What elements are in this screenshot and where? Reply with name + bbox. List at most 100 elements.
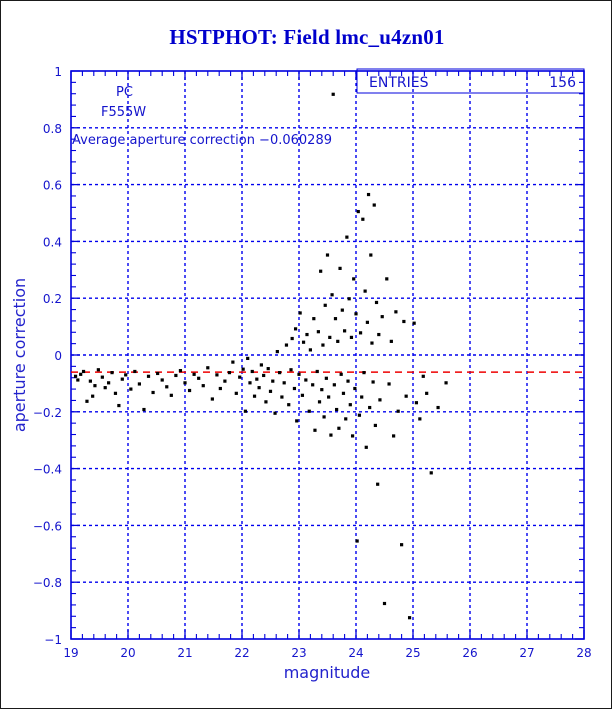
data-point <box>418 417 422 421</box>
data-point <box>338 266 342 270</box>
data-point <box>371 380 375 384</box>
data-point <box>347 297 351 301</box>
x-tick-label: 26 <box>462 646 477 660</box>
data-point <box>324 376 328 380</box>
x-tick-label: 25 <box>405 646 420 660</box>
data-point <box>340 308 344 312</box>
data-point <box>352 277 356 281</box>
data-point <box>197 376 201 380</box>
page-title: HSTPHOT: Field lmc_u4zn01 <box>169 25 445 49</box>
data-point <box>298 311 302 315</box>
data-point <box>358 331 363 335</box>
data-point <box>76 378 80 382</box>
data-point <box>331 92 335 96</box>
x-tick-label: 22 <box>234 646 249 660</box>
axis-ticks <box>70 70 585 640</box>
data-point <box>378 398 382 402</box>
data-point <box>271 379 275 383</box>
data-point <box>336 339 340 343</box>
data-point <box>412 321 416 325</box>
data-point <box>362 371 366 375</box>
average-correction-label: Average aperture correction −0.060289 <box>72 133 332 148</box>
y-tick-label: −0.2 <box>33 406 62 420</box>
data-point <box>234 391 238 395</box>
data-point <box>297 372 301 376</box>
data-point <box>137 382 141 386</box>
data-point <box>268 389 273 393</box>
data-point <box>142 407 146 412</box>
data-point <box>304 378 308 382</box>
data-point <box>151 390 155 395</box>
data-point <box>107 381 111 385</box>
data-point <box>295 419 299 423</box>
data-point <box>363 289 367 293</box>
data-point <box>317 400 322 404</box>
data-point <box>353 386 357 391</box>
data-point <box>206 366 210 370</box>
data-point <box>300 393 305 397</box>
data-point <box>312 317 316 321</box>
data-point <box>421 374 425 378</box>
data-point <box>328 335 332 339</box>
data-point <box>444 381 448 385</box>
y-tick-label: 0.2 <box>43 292 62 306</box>
data-point <box>215 373 219 377</box>
data-point <box>355 539 359 543</box>
data-point <box>349 335 354 339</box>
data-point <box>91 394 95 398</box>
data-point <box>266 367 270 371</box>
data-point <box>259 363 263 367</box>
data-point <box>372 203 376 207</box>
x-tick-label: 23 <box>291 646 306 660</box>
data-point <box>339 372 343 376</box>
data-point <box>394 310 398 314</box>
data-point <box>178 369 183 373</box>
data-point <box>382 601 387 606</box>
x-tick-label: 21 <box>177 646 192 660</box>
data-point <box>103 386 107 390</box>
data-point <box>250 369 254 374</box>
y-tick-label: −0.4 <box>33 463 62 477</box>
y-tick-label: 0 <box>54 349 62 363</box>
data-point <box>322 415 326 419</box>
data-point <box>174 373 178 378</box>
stats-box-border <box>356 68 585 94</box>
data-point <box>290 336 294 341</box>
data-point <box>246 356 250 361</box>
y-axis-title: aperture correction <box>10 278 29 432</box>
data-point <box>129 387 133 391</box>
data-point <box>377 332 381 337</box>
data-point <box>350 434 355 438</box>
x-axis-title: magnitude <box>284 663 371 682</box>
grid-lines <box>71 71 584 639</box>
data-point <box>146 374 151 378</box>
data-point <box>223 379 227 383</box>
x-tick-label: 28 <box>576 646 591 660</box>
y-tick-label: −1 <box>44 633 62 647</box>
y-tick-label: 0.6 <box>43 179 62 193</box>
data-point <box>354 312 358 316</box>
data-point <box>313 428 317 432</box>
data-point <box>187 388 192 393</box>
data-point <box>404 394 408 398</box>
data-point <box>343 329 347 333</box>
y-tick-label: 1 <box>54 65 62 79</box>
x-tick-label: 27 <box>519 646 534 660</box>
data-point <box>284 343 289 347</box>
data-point <box>100 375 104 379</box>
data-point <box>262 373 266 378</box>
y-tick-label: 0.4 <box>43 235 62 249</box>
data-point <box>301 340 306 344</box>
data-point <box>124 373 128 377</box>
data-point <box>348 403 352 407</box>
data-point <box>402 319 406 324</box>
data-point <box>183 381 187 385</box>
data-point <box>385 277 389 281</box>
data-point <box>238 375 242 379</box>
data-point <box>241 367 245 371</box>
data-point <box>396 409 400 413</box>
data-point <box>282 381 286 385</box>
data-point <box>330 293 334 297</box>
data-point <box>327 395 331 399</box>
